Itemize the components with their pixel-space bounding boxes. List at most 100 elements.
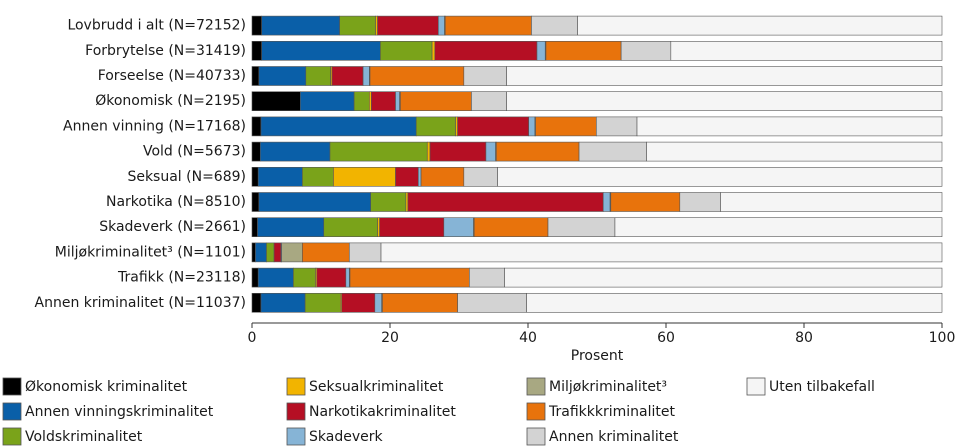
legend-label: Annen kriminalitet [549,429,679,445]
category-label: Trafikk (N=23118) [117,270,246,286]
bar-segment [469,267,505,288]
bar-segment [251,91,301,111]
bar-segment [437,15,445,36]
legend-swatch [526,377,546,396]
bar-segment [457,292,527,313]
x-tick-label: 80 [795,330,813,346]
bar-segment [417,167,422,187]
bar-segment [531,15,578,36]
legend-label: Voldskriminalitet [25,429,143,445]
bar-segment [251,292,262,313]
bar-segment [281,242,303,263]
bar-segment [251,217,258,237]
bar-segment [434,40,538,61]
legend-label: Narkotikakriminalitet [309,404,456,420]
legend-swatch [2,427,22,446]
bar-segment [323,217,378,237]
legend-label: Annen vinningskriminalitet [25,404,214,420]
bar-segment [251,116,262,137]
bar-segment [395,91,400,111]
bar-segment [463,167,498,187]
bar-segment [610,192,681,212]
bar-segment [400,91,472,111]
x-axis-label: Prosent [571,348,624,364]
bar-segment [251,15,262,36]
legend-label: Skadeverk [309,429,383,445]
bar-segment [260,116,417,137]
bar-segment [636,116,943,137]
category-label: Lovbrudd i alt (N=72152) [67,18,246,34]
bar-segment [720,192,943,212]
bar-segment [331,66,364,86]
bar-segment [431,40,436,61]
category-label: Økonomisk (N=2195) [95,93,246,109]
bar-segment [528,116,536,137]
bar-segment [255,242,267,263]
bar-segment [596,116,638,137]
category-label: Forbrytelse (N=31419) [85,43,246,59]
bar-segment [316,267,347,288]
bar-segment [261,15,340,36]
bar-segment [257,217,325,237]
bar-segment [426,141,431,162]
legend-label: Miljøkriminalitet³ [549,379,667,395]
bar-segment [273,242,282,263]
legend-swatch [746,377,766,396]
bar-segment [370,192,407,212]
bar-segment [261,40,381,61]
bar-segment [444,15,532,36]
bar-segment [536,40,546,61]
bar-segment [614,217,943,237]
bar-segment [577,15,943,36]
legend-label: Seksualkriminalitet [309,379,444,395]
bar-segment [258,192,371,212]
bar-segment [251,141,261,162]
bar-segment [535,116,597,137]
bar-segment [485,141,496,162]
bar-segment [497,167,943,187]
bar-segment [506,66,943,86]
legend-swatch [526,427,546,446]
legend-swatch [286,427,306,446]
bar-segment [679,192,721,212]
bar-segment [260,292,306,313]
category-label: Annen vinning (N=17168) [63,118,246,134]
bar-segment [578,141,647,162]
category-label: Vold (N=5673) [143,144,246,160]
legend-label: Trafikkkriminalitet [548,404,675,420]
bar-segment [620,40,672,61]
bar-segment [506,91,943,111]
bar-segment [504,267,943,288]
bar-segment [251,242,256,263]
x-tick-label: 40 [519,330,537,346]
bar-segment [259,141,331,162]
bar-segment [341,292,376,313]
bar-segment [457,116,529,137]
bar-segment [349,267,470,288]
category-label: Seksual (N=689) [127,169,246,185]
legend-swatch [286,377,306,396]
legend-swatch [2,402,22,421]
bar-segment [420,167,465,187]
legend-label: Uten tilbakefall [769,379,875,395]
bar-segment [299,91,355,111]
bar-segment [526,292,943,313]
bar-segment [407,192,604,212]
bar-segment [302,242,350,263]
bar-segment [348,242,382,263]
bar-segment [646,141,943,162]
bar-segment [293,267,316,288]
category-label: Skadeverk (N=2661) [99,219,246,235]
bar-segment [429,141,487,162]
bar-segment [362,66,370,86]
bar-segment [302,167,334,187]
bar-segment [371,91,396,111]
bar-segment [473,217,549,237]
bar-segment [369,66,465,86]
bar-segment [329,141,428,162]
x-tick-label: 100 [929,330,956,346]
bar-segment [251,40,262,61]
bar-segment [415,116,456,137]
x-tick-label: 0 [248,330,257,346]
